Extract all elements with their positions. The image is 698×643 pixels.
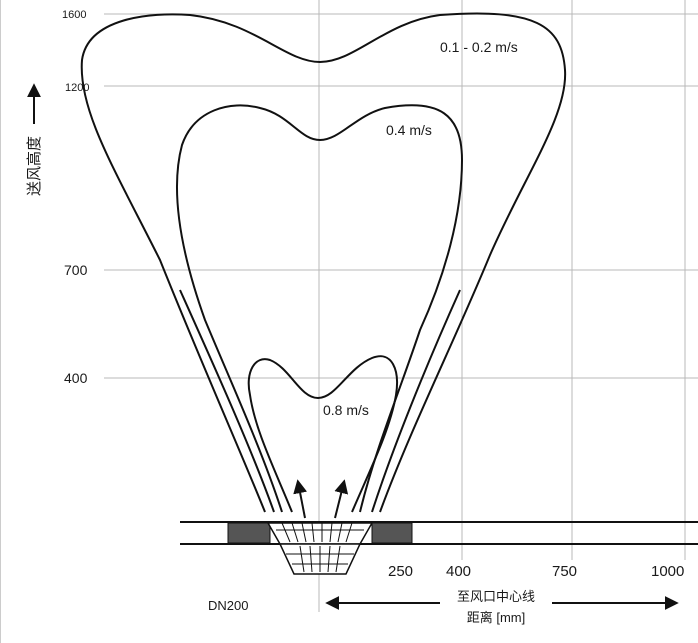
y-tick-1600: 1600 <box>62 9 86 21</box>
x-tick-750: 750 <box>552 563 577 580</box>
contour-0-4 <box>175 104 463 513</box>
x-tick-250: 250 <box>388 563 413 580</box>
x-tick-1000: 1000 <box>651 563 684 580</box>
y-axis-title: 送风高度 <box>26 136 43 196</box>
swirl-diffuser-icon <box>266 522 374 575</box>
grid <box>104 0 698 612</box>
contour-label-0-8: 0.8 m/s <box>323 402 369 418</box>
contour-0-8 <box>247 355 398 513</box>
distance-caption-bg <box>440 586 552 630</box>
x-tick-400: 400 <box>446 563 471 580</box>
ceiling-panel-left <box>227 522 271 544</box>
contour-0-1-0-2-inner <box>179 289 461 513</box>
y-axis-title-group: 送风高度 <box>26 83 43 196</box>
y-tick-400: 400 <box>64 370 88 386</box>
ceiling <box>180 521 698 545</box>
y-tick-700: 700 <box>64 262 88 278</box>
diffuser-label: DN200 <box>208 598 248 613</box>
contour-0-1-0-2 <box>80 12 567 513</box>
x-axis-caption-2: 距离 [mm] <box>467 610 526 625</box>
contour-label-0-4: 0.4 m/s <box>386 122 432 138</box>
flow-arrow-left-icon <box>293 479 308 519</box>
ceiling-panel-right <box>371 522 413 544</box>
x-axis-caption-1: 至风口中心线 <box>457 589 535 604</box>
contour-label-0-1-0-2: 0.1 - 0.2 m/s <box>440 39 518 55</box>
flow-arrow-right-icon <box>334 479 349 519</box>
y-tick-1200: 1200 <box>65 82 89 94</box>
